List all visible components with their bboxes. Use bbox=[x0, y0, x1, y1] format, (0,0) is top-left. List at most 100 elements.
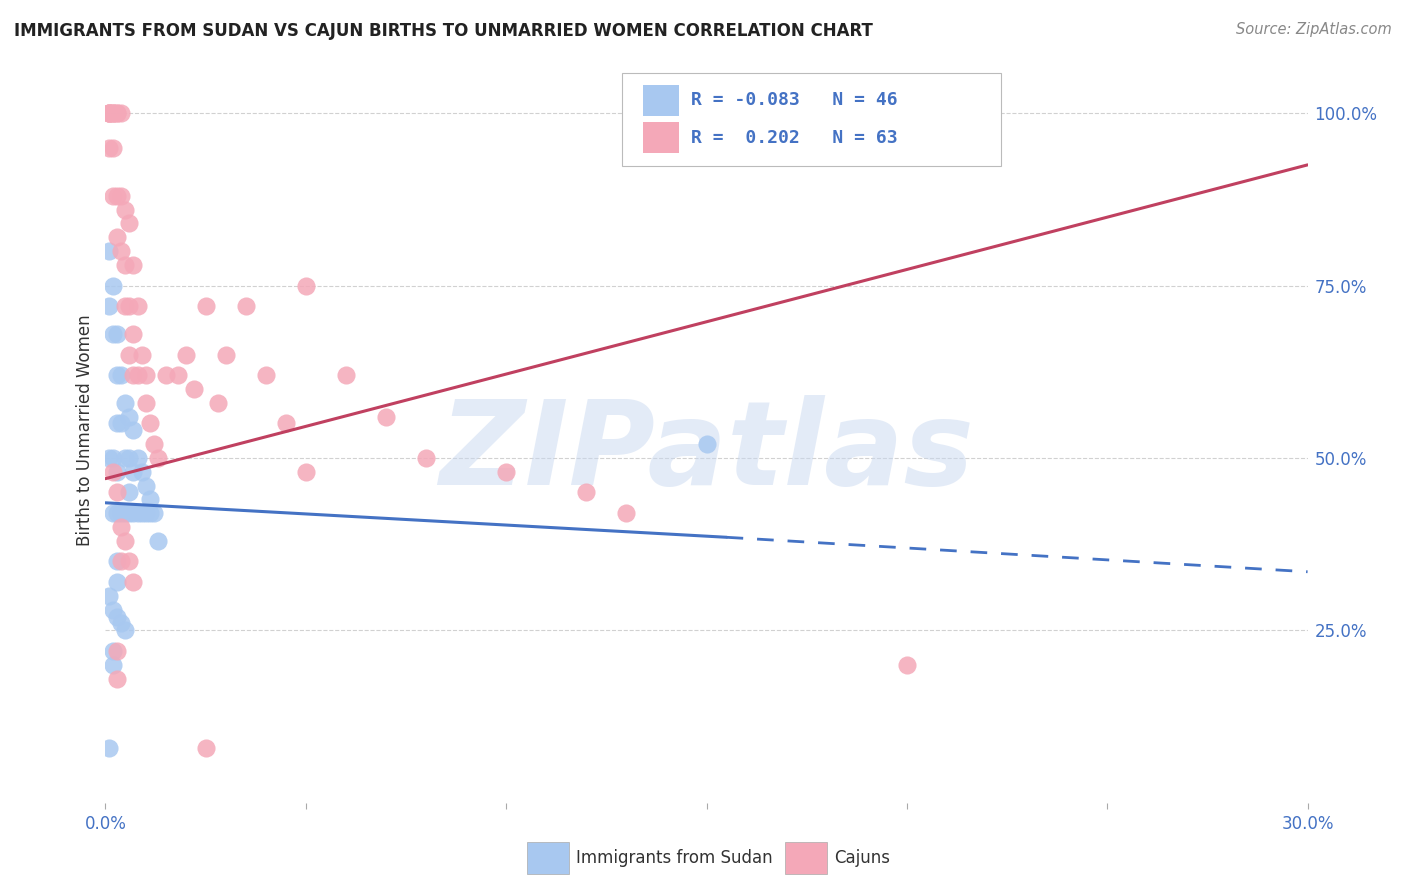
Point bbox=[575, 485, 598, 500]
Point bbox=[127, 299, 149, 313]
Point bbox=[135, 478, 157, 492]
Point bbox=[114, 202, 136, 217]
Text: Immigrants from Sudan: Immigrants from Sudan bbox=[576, 849, 773, 867]
Point bbox=[138, 492, 160, 507]
Point bbox=[114, 624, 136, 638]
Point bbox=[107, 106, 129, 120]
Point bbox=[131, 506, 153, 520]
Point bbox=[103, 603, 125, 617]
Point bbox=[118, 217, 141, 231]
Point bbox=[107, 644, 129, 658]
Point bbox=[616, 506, 638, 520]
Point bbox=[107, 575, 129, 590]
Point bbox=[335, 368, 357, 383]
Point bbox=[118, 450, 141, 465]
Point bbox=[295, 278, 318, 293]
Point bbox=[107, 554, 129, 568]
Point bbox=[122, 465, 145, 479]
Point bbox=[107, 506, 129, 520]
Point bbox=[107, 189, 129, 203]
Point bbox=[122, 575, 145, 590]
Point bbox=[98, 106, 121, 120]
FancyBboxPatch shape bbox=[623, 73, 1001, 166]
Point bbox=[110, 368, 132, 383]
Point bbox=[107, 417, 129, 431]
Point bbox=[114, 258, 136, 272]
Point bbox=[98, 106, 121, 120]
Point bbox=[107, 672, 129, 686]
Point bbox=[107, 230, 129, 244]
Text: R = -0.083   N = 46: R = -0.083 N = 46 bbox=[690, 92, 897, 110]
Point bbox=[214, 347, 236, 361]
Point bbox=[110, 506, 132, 520]
Point bbox=[98, 740, 121, 755]
Point bbox=[98, 299, 121, 313]
Point bbox=[131, 347, 153, 361]
Point bbox=[415, 450, 437, 465]
Point bbox=[118, 554, 141, 568]
Point bbox=[114, 450, 136, 465]
Point bbox=[138, 417, 160, 431]
Point bbox=[107, 485, 129, 500]
Point bbox=[127, 450, 149, 465]
Point bbox=[98, 141, 121, 155]
Point bbox=[122, 258, 145, 272]
Point bbox=[114, 396, 136, 410]
Y-axis label: Births to Unmarried Women: Births to Unmarried Women bbox=[76, 315, 94, 546]
Point bbox=[107, 465, 129, 479]
Point bbox=[110, 244, 132, 258]
Point bbox=[103, 326, 125, 341]
Point bbox=[174, 347, 197, 361]
Point bbox=[103, 106, 125, 120]
Point bbox=[98, 106, 121, 120]
Point bbox=[254, 368, 277, 383]
Text: IMMIGRANTS FROM SUDAN VS CAJUN BIRTHS TO UNMARRIED WOMEN CORRELATION CHART: IMMIGRANTS FROM SUDAN VS CAJUN BIRTHS TO… bbox=[14, 22, 873, 40]
Point bbox=[103, 106, 125, 120]
Point bbox=[194, 740, 217, 755]
Point bbox=[122, 424, 145, 438]
Point bbox=[374, 409, 398, 424]
Point bbox=[114, 533, 136, 548]
Point bbox=[142, 437, 165, 451]
Point bbox=[696, 437, 718, 451]
FancyBboxPatch shape bbox=[643, 122, 679, 153]
Point bbox=[142, 506, 165, 520]
Point bbox=[122, 506, 145, 520]
Point bbox=[166, 368, 188, 383]
Point bbox=[135, 396, 157, 410]
Point bbox=[103, 644, 125, 658]
Point bbox=[114, 299, 136, 313]
Point bbox=[135, 368, 157, 383]
Point bbox=[495, 465, 517, 479]
Point bbox=[122, 326, 145, 341]
Text: Source: ZipAtlas.com: Source: ZipAtlas.com bbox=[1236, 22, 1392, 37]
Point bbox=[135, 506, 157, 520]
Point bbox=[103, 657, 125, 672]
Point bbox=[98, 106, 121, 120]
Point bbox=[194, 299, 217, 313]
Point bbox=[131, 465, 153, 479]
Text: R =  0.202   N = 63: R = 0.202 N = 63 bbox=[690, 128, 897, 146]
Point bbox=[146, 533, 169, 548]
Point bbox=[103, 189, 125, 203]
Point bbox=[118, 506, 141, 520]
Point bbox=[103, 106, 125, 120]
Point bbox=[110, 520, 132, 534]
Text: Cajuns: Cajuns bbox=[834, 849, 890, 867]
Point bbox=[103, 278, 125, 293]
Point bbox=[98, 589, 121, 603]
Point bbox=[155, 368, 177, 383]
Point bbox=[127, 368, 149, 383]
Point bbox=[107, 326, 129, 341]
Point bbox=[295, 465, 318, 479]
Point bbox=[118, 409, 141, 424]
Point bbox=[110, 616, 132, 631]
Point bbox=[235, 299, 257, 313]
Point bbox=[118, 347, 141, 361]
Point bbox=[122, 368, 145, 383]
Point bbox=[118, 299, 141, 313]
Point bbox=[103, 450, 125, 465]
Point bbox=[110, 417, 132, 431]
Point bbox=[103, 506, 125, 520]
Point bbox=[107, 106, 129, 120]
